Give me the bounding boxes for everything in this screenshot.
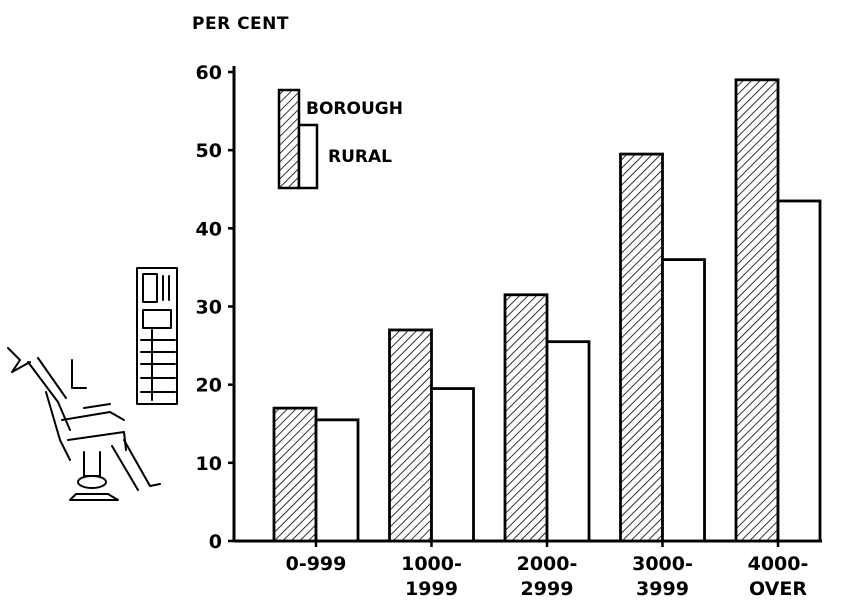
- bar-rural: [545, 340, 591, 543]
- x-tick-label: 3000-: [632, 553, 693, 575]
- bar-borough: [272, 406, 318, 543]
- y-tick-label: 0: [209, 531, 222, 553]
- legend-swatch-rural: [297, 123, 319, 190]
- bars: [272, 78, 822, 543]
- bar-rural: [430, 387, 475, 543]
- x-tick-label: 3999: [636, 578, 689, 600]
- y-tick-label: 50: [196, 140, 222, 162]
- y-tick-label: 40: [196, 218, 222, 240]
- bar-rural: [314, 418, 360, 543]
- y-tick-label: 30: [196, 297, 222, 319]
- bar-borough: [503, 293, 549, 543]
- x-tick-label: 4000-: [748, 553, 809, 575]
- legend-swatch-borough: [277, 88, 301, 190]
- y-axis-label: PER CENT: [192, 14, 289, 34]
- x-tick-label: 1000-: [401, 553, 462, 575]
- bar-borough: [388, 328, 433, 543]
- bar-borough: [619, 152, 664, 543]
- legend-label-borough: BOROUGH: [306, 99, 403, 119]
- x-tick-label: 1999: [405, 578, 458, 600]
- x-tick-label: OVER: [749, 578, 807, 600]
- legend-label-rural: RURAL: [328, 147, 392, 167]
- x-tick-labels: 0-999 1000- 1999 2000- 2999 3000- 3999 4000- OVE…: [286, 541, 809, 600]
- x-tick-label: 2999: [521, 578, 574, 600]
- y-tick-label: 10: [196, 453, 222, 475]
- x-tick-label: 2000-: [517, 553, 578, 575]
- x-tick-label: 0-999: [286, 553, 347, 575]
- y-tick-label: 20: [196, 375, 222, 397]
- legend: BOROUGH RURAL: [277, 88, 403, 190]
- bar-rural: [776, 199, 822, 543]
- dental-chair-illustration: [7, 267, 178, 501]
- bar-rural: [661, 258, 706, 543]
- bar-borough: [734, 78, 780, 543]
- y-tick-label: 60: [196, 62, 222, 84]
